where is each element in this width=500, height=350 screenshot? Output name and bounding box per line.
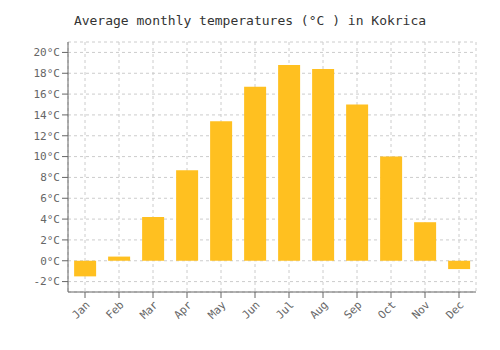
- svg-text:Feb: Feb: [103, 298, 126, 321]
- svg-text:Dec: Dec: [443, 298, 466, 321]
- svg-text:14°C: 14°C: [34, 109, 61, 122]
- svg-text:18°C: 18°C: [34, 67, 61, 80]
- svg-text:0°C: 0°C: [40, 255, 60, 268]
- svg-text:-2°C: -2°C: [34, 275, 61, 288]
- svg-text:2°C: 2°C: [40, 234, 60, 247]
- svg-text:4°C: 4°C: [40, 213, 60, 226]
- svg-text:May: May: [205, 298, 229, 322]
- svg-text:20°C: 20°C: [34, 46, 61, 59]
- svg-text:Jun: Jun: [239, 298, 262, 321]
- svg-text:12°C: 12°C: [34, 130, 61, 143]
- svg-text:Jul: Jul: [273, 298, 296, 321]
- html-text:Average monthly temperatures (: Average monthly temperatures (°C ) in Ko…: [73, 13, 427, 28]
- svg-text:Nov: Nov: [409, 298, 433, 322]
- svg-text:Apr: Apr: [171, 298, 195, 322]
- svg-text:10°C: 10°C: [34, 150, 61, 163]
- svg-text:Sep: Sep: [341, 298, 364, 321]
- svg-text:Aug: Aug: [307, 298, 330, 321]
- svg-text:Oct: Oct: [375, 298, 398, 321]
- svg-text:6°C: 6°C: [40, 192, 60, 205]
- svg-text:8°C: 8°C: [40, 171, 60, 184]
- svg-text:Jan: Jan: [69, 298, 92, 321]
- svg-text:16°C: 16°C: [34, 88, 61, 101]
- svg-text:Mar: Mar: [137, 298, 161, 322]
